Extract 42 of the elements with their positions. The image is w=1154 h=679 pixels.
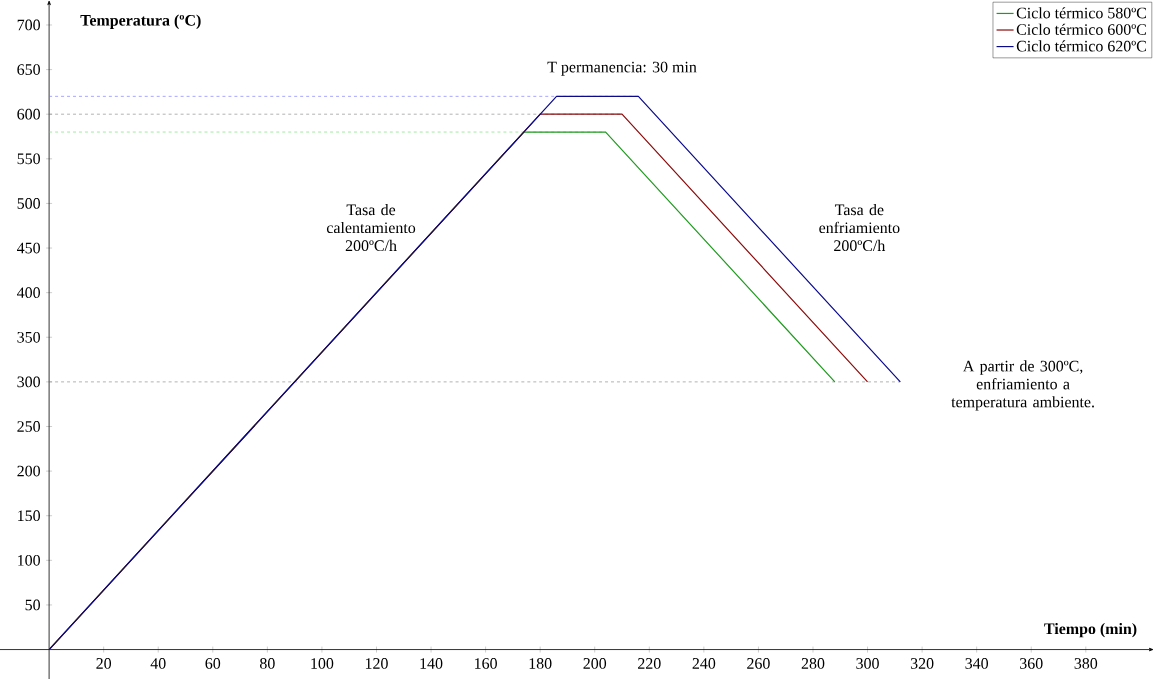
x-axis-title: Tiempo (min) — [1044, 622, 1137, 638]
y-tick-label: 250 — [17, 421, 40, 432]
y-axis-title: Temperatura (ºC) — [80, 14, 201, 29]
y-tick-label: 50 — [25, 599, 40, 611]
x-tick-label: 200 — [583, 658, 607, 669]
legend-label: Ciclo térmico 600ºC — [1016, 23, 1146, 35]
y-tick-label: 400 — [17, 287, 40, 299]
x-tick-label: 340 — [965, 658, 989, 669]
x-tick-label: 40 — [150, 658, 166, 669]
y-tick-label: 150 — [18, 510, 40, 522]
x-tick-label: 280 — [801, 658, 825, 669]
y-tick-label: 700 — [17, 19, 40, 31]
y-tick-label: 650 — [17, 64, 40, 75]
x-tick-label: 260 — [747, 658, 770, 669]
annotation: Tasa de enfriamiento 200ºC/h — [819, 203, 900, 252]
x-tick-label: 60 — [205, 658, 221, 669]
y-tick-label: 450 — [17, 242, 40, 254]
x-tick-label: 160 — [475, 658, 497, 669]
x-tick-label: 320 — [910, 658, 934, 669]
y-tick-label: 200 — [17, 465, 40, 477]
annotation: Tasa de calentamiento 200ºC/h — [326, 203, 416, 252]
legend-label: Ciclo térmico 620ºC — [1016, 40, 1146, 52]
x-tick-label: 140 — [420, 658, 443, 669]
x-tick-label: 20 — [96, 658, 112, 669]
legend-label: Ciclo térmico 580ºC — [1016, 7, 1146, 19]
x-tick-label: 80 — [260, 658, 275, 669]
y-tick-label: 600 — [17, 108, 40, 120]
x-tick-label: 180 — [529, 658, 552, 669]
y-tick-label: 100 — [18, 554, 40, 566]
x-tick-label: 120 — [365, 658, 388, 669]
x-tick-label: 220 — [638, 658, 661, 669]
y-tick-label: 350 — [17, 331, 40, 343]
x-tick-label: 240 — [692, 658, 716, 669]
x-tick-label: 380 — [1074, 658, 1098, 669]
x-tick-label: 300 — [856, 658, 879, 669]
annotation: A partir de 300ºC, enfriamiento a temperatura ambiente. — [951, 360, 1094, 411]
x-tick-label: 100 — [311, 658, 334, 669]
y-tick-label: 500 — [17, 198, 40, 209]
y-tick-label: 300 — [17, 376, 40, 388]
y-tick-label: 550 — [17, 153, 40, 165]
x-tick-label: 360 — [1020, 658, 1043, 669]
annotation: T permanencia: 30 min — [547, 61, 697, 76]
